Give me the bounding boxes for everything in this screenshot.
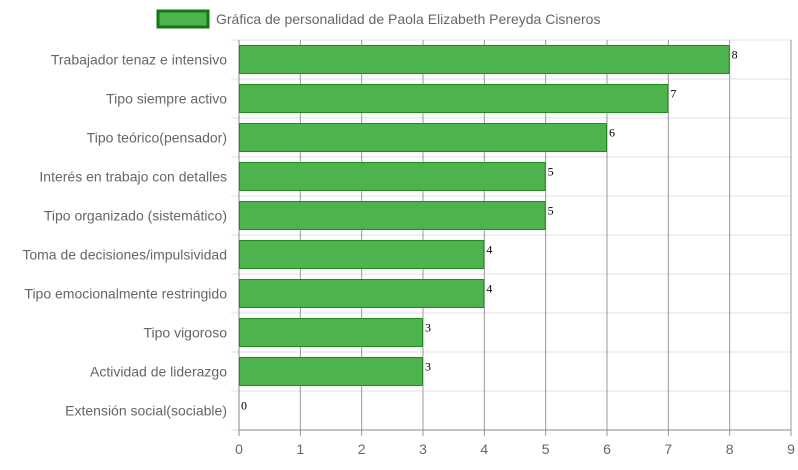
x-tick-label: 9 — [787, 441, 795, 457]
category-label: Tipo organizado (sistemático) — [44, 208, 227, 224]
data-label: 4 — [486, 282, 492, 296]
x-tick-label: 6 — [603, 441, 611, 457]
x-tick-label: 2 — [358, 441, 366, 457]
category-label: Tipo siempre activo — [106, 91, 227, 107]
category-label: Tipo teórico(pensador) — [87, 130, 227, 146]
bar — [239, 357, 423, 386]
legend-label: Gráfica de personalidad de Paola Elizabe… — [216, 11, 600, 27]
category-label: Interés en trabajo con detalles — [39, 169, 227, 185]
x-tick-label: 0 — [235, 441, 243, 457]
data-label: 5 — [548, 165, 554, 179]
category-label: Toma de decisiones/impulsividad — [22, 247, 227, 263]
x-tick-label: 7 — [664, 441, 672, 457]
data-label: 3 — [425, 360, 431, 374]
bar — [239, 84, 669, 113]
category-label: Extensión social(sociable) — [65, 403, 227, 419]
bars — [239, 45, 730, 386]
category-labels: Trabajador tenaz e intensivo Tipo siempre… — [22, 52, 227, 419]
data-label: 4 — [486, 243, 492, 257]
data-label: 0 — [241, 399, 247, 413]
data-label: 7 — [670, 87, 676, 101]
x-tick-label: 3 — [419, 441, 427, 457]
bar — [239, 240, 485, 269]
x-tick-label: 5 — [542, 441, 550, 457]
legend-swatch — [156, 9, 210, 29]
bar — [239, 162, 546, 191]
category-label: Tipo emocionalmente restringido — [24, 286, 227, 302]
category-label: Actividad de liderazgo — [90, 364, 227, 380]
x-tick-label: 4 — [480, 441, 488, 457]
x-axis-ticks: 0 1 2 3 4 5 6 7 8 9 — [235, 441, 795, 457]
bar — [239, 123, 607, 152]
x-tick-label: 8 — [726, 441, 734, 457]
bar — [239, 45, 730, 74]
data-label: 8 — [732, 48, 738, 62]
category-label: Trabajador tenaz e intensivo — [51, 52, 227, 68]
data-label: 6 — [609, 126, 615, 140]
bar — [239, 318, 423, 347]
data-label: 3 — [425, 321, 431, 335]
category-label: Tipo vigoroso — [143, 325, 227, 341]
legend: Gráfica de personalidad de Paola Elizabe… — [156, 9, 600, 29]
data-label: 5 — [548, 204, 554, 218]
value-labels: 8 7 6 5 5 4 4 3 3 0 — [241, 48, 738, 413]
bar — [239, 201, 546, 230]
bar — [239, 279, 485, 308]
x-tick-label: 1 — [296, 441, 304, 457]
